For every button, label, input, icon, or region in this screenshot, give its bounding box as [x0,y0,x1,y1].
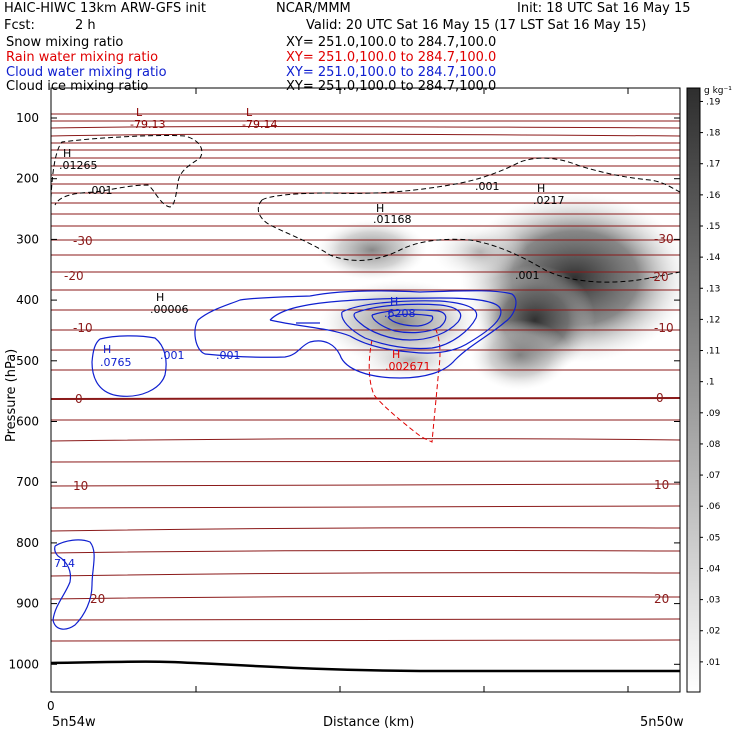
field-xy-snow: XY= 251.0,100.0 to 284.7,100.0 [286,35,497,50]
colorbar-tick-label: .14 [706,253,721,263]
low-value: -79.14 [242,118,277,131]
high-marker: H [392,348,400,361]
colorbar-tick-label: .08 [706,440,721,450]
y-tick-label: 500 [16,354,39,368]
colorbar-tick-label: .1 [706,378,715,388]
temperature-labels: -30 -20 -10 0 10 20 -30 -20 -10 0 10 20 [64,232,674,606]
init-time: Init: 18 UTC Sat 16 May 15 [517,1,691,16]
field-xy-cloudwater: XY= 251.0,100.0 to 284.7,100.0 [286,65,497,80]
high-marker: H [156,291,164,304]
temp-label: 0 [656,391,664,405]
terrain-line [51,660,680,673]
contour-label: .001 [515,269,540,282]
colorbar-tick-label: .03 [706,596,720,606]
colorbar-tick-label: .17 [706,160,720,170]
high-value: .0217 [533,194,565,207]
colorbar-tick-label: .04 [706,564,721,574]
colorbar-tick-label: .11 [706,347,720,357]
y-tick-label: 400 [16,293,39,307]
plot-frame [50,87,681,693]
cloud-ice-contours [51,134,680,283]
y-tick-label: 1000 [8,657,39,671]
contour-label: 714 [54,557,75,570]
high-value: .01168 [373,213,412,226]
colorbar-tick-label: .19 [706,97,721,107]
colorbar-tick-label: .13 [706,284,720,294]
low-value: -79.13 [130,118,165,131]
temp-label: 20 [90,592,105,606]
high-marker: H [103,343,111,356]
y-tick-label: 200 [16,172,39,186]
rain-water-contour [368,329,441,443]
temp-label: 10 [73,479,88,493]
y-tick-label: 300 [16,232,39,246]
colorbar-tick-label: .12 [706,315,720,325]
fcst-value: 2 h [75,18,96,33]
temp-label: 20 [654,592,669,606]
contour-label: .001 [88,184,113,197]
valid-time: Valid: 20 UTC Sat 16 May 15 (17 LST Sat … [306,18,647,33]
contour-label: .001 [216,349,241,362]
y-tick-label: 700 [16,475,39,489]
field-xy-rain: XY= 251.0,100.0 to 284.7,100.0 [286,50,497,65]
field-label-cloudwater: Cloud water mixing ratio [6,65,167,80]
field-label-snow: Snow mixing ratio [6,35,124,50]
temp-label: -30 [73,234,93,248]
temp-label: -30 [654,232,674,246]
colorbar-unit: g kg⁻¹ [704,86,732,96]
colorbar [686,87,701,693]
high-value: .6208 [384,307,416,320]
high-value: .0765 [100,356,132,369]
colorbar-tick-label: .15 [706,222,720,232]
high-marker: H [537,182,545,195]
colorbar-ticks: .01 .02 .03 .04 .05 .06 .07 .08 .09 .1 .11 .12 .13 .1… [700,97,721,668]
y-tick-label: 900 [16,597,39,611]
colorbar-tick-label: .02 [706,627,720,637]
y-tick-label: 600 [16,415,39,429]
cloud-water-contours [52,290,517,630]
field-label-rain: Rain water mixing ratio [6,50,159,65]
high-marker: H [63,147,71,160]
center-label: NCAR/MMM [276,1,351,16]
contour-label: .001 [475,180,500,193]
colorbar-tick-label: .18 [706,129,721,139]
fcst-label: Fcst: [4,18,35,33]
high-marker: H [376,202,384,215]
colorbar-tick-label: .05 [706,533,720,543]
colorbar-tick-label: .07 [706,471,720,481]
temp-label: -10 [73,321,93,335]
temp-label: 10 [654,478,669,492]
low-marker: L [136,106,143,119]
low-marker: L [246,106,253,119]
contour-label: .001 [160,349,185,362]
temp-label: -20 [649,270,669,284]
model-title: HAIC-HIWC 13km ARW-GFS init [4,1,206,16]
colorbar-tick-label: .09 [706,409,721,419]
x-left-label: 5n54w [52,715,96,730]
colorbar-tick-label: .06 [706,502,721,512]
x-right-label: 5n50w [640,715,684,730]
x-zero-label: 0 [47,699,55,713]
temp-label: -10 [654,321,674,335]
x-axis-ticks [50,88,629,692]
high-value: .00006 [150,303,189,316]
colorbar-tick-label: .01 [706,658,720,668]
temp-label: 0 [75,392,83,406]
temp-label: -20 [64,269,84,283]
y-axis-label: Pressure (hPa) [4,349,19,442]
field-label-cloudice: Cloud ice mixing ratio [6,79,149,94]
high-value: .01265 [59,159,98,172]
field-xy-cloudice: XY= 251.0,100.0 to 284.7,100.0 [286,79,497,94]
high-value: .002671 [385,360,431,373]
x-axis-label: Distance (km) [323,715,414,730]
high-marker: H [390,295,398,308]
colorbar-tick-label: .16 [706,191,721,201]
y-tick-label: 800 [16,536,39,550]
y-tick-label: 100 [16,111,39,125]
